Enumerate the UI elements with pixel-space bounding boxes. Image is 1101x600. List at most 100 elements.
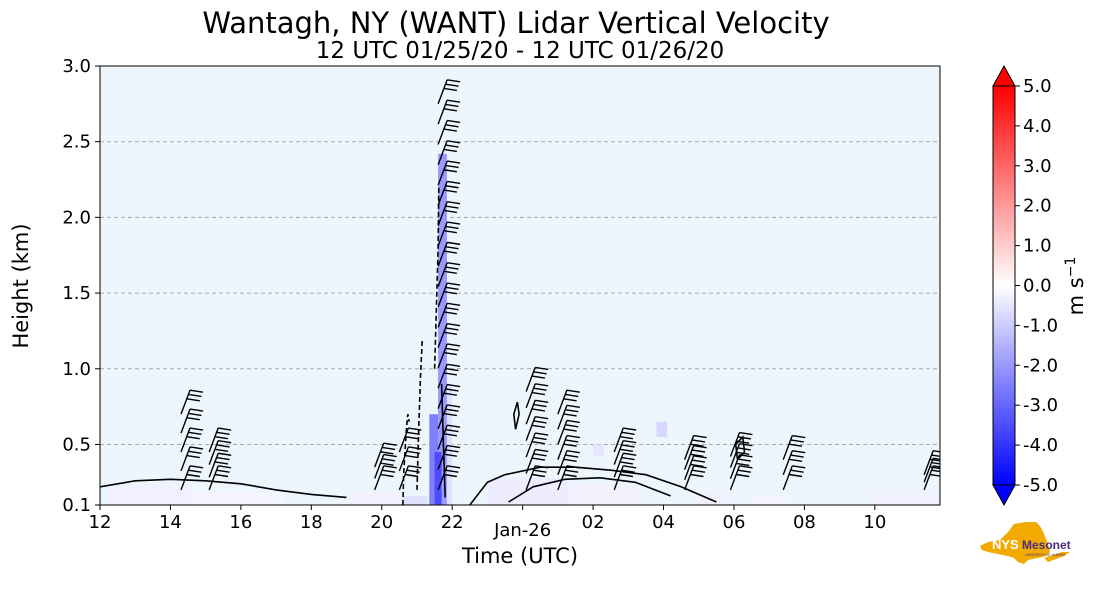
wind-barb [437, 444, 461, 470]
wind-barb [437, 363, 461, 389]
y-tick-label: 2.0 [62, 207, 91, 228]
wind-barb [683, 465, 707, 491]
colorbar-tick-label: 0.0 [1023, 276, 1052, 297]
y-tick-label: 1.0 [62, 359, 91, 380]
colorbar-label-unit: m s [1064, 277, 1088, 315]
wind-barb [525, 383, 549, 409]
colorbar-tick-label: -2.0 [1023, 355, 1058, 376]
wind-barb [437, 180, 461, 206]
plot-area-background [100, 66, 940, 505]
wind-barb [557, 389, 580, 415]
wind-barb [437, 465, 461, 491]
velocity-cell [446, 383, 453, 505]
plot-frame [99, 65, 941, 506]
wind-barb [437, 322, 461, 348]
wind-barb [208, 427, 232, 453]
wind-barb [437, 119, 461, 145]
wind-barb [782, 434, 806, 460]
x-axis-label: Time (UTC) [461, 544, 578, 568]
wind-barb [398, 427, 422, 453]
velocity-cell [346, 492, 403, 505]
wind-barb [613, 465, 637, 491]
wind-barb [374, 465, 397, 491]
contour-line [100, 478, 347, 499]
wind-barb [613, 452, 637, 478]
wind-barb [525, 448, 549, 474]
wind-barb [437, 79, 461, 105]
logo-line3: UNIVERSITY AT ALBANY [1025, 553, 1066, 557]
x-axis-ticks: 12 14 16 18 20 22 02 04 06 08 10 [89, 505, 886, 533]
colorbar-extend-min [992, 484, 1016, 507]
chart-title: Wantagh, NY (WANT) Lidar Vertical Veloci… [202, 6, 829, 40]
x-tick-label: 02 [582, 512, 605, 533]
velocity-cell [568, 483, 643, 505]
contour-line [512, 401, 520, 430]
velocity-cell [191, 492, 284, 505]
wind-barb [557, 419, 580, 445]
wind-barb [729, 431, 753, 457]
y-axis-label: Height (km) [9, 223, 33, 348]
wind-barb [374, 453, 397, 479]
colorbar-tick-label: 5.0 [1023, 76, 1052, 97]
wind-barb [437, 99, 461, 125]
wind-barb [180, 408, 204, 434]
velocity-cell [107, 483, 192, 505]
y-axis-ticks: 0.1 0.5 1.0 1.5 2.0 2.5 3.0 [62, 56, 100, 516]
colorbar-extend-max [992, 64, 1016, 87]
x-tick-label: 12 [89, 512, 112, 533]
y-tick-label: 0.5 [62, 434, 91, 455]
y-tick-label: 0.1 [62, 495, 91, 516]
colorbar-gradient [993, 86, 1015, 485]
colorbar-tick-label: -4.0 [1023, 435, 1058, 456]
velocity-cell [429, 414, 439, 505]
contour-line [416, 338, 424, 490]
colorbar-label-exponent: −1 [1063, 257, 1079, 278]
x-tick-label: 06 [723, 512, 746, 533]
wind-barb [782, 450, 806, 475]
long-island-shape [1044, 552, 1070, 562]
wind-barb [557, 404, 580, 430]
wind-barb [437, 160, 461, 186]
colorbar: -5.0 -4.0 -3.0 -2.0 -1.0 0.0 1.0 2.0 3.0 4.0 5.0 m… [992, 64, 1088, 507]
wind-barbs [180, 79, 940, 491]
x-tick-label: 16 [229, 512, 252, 533]
wind-barb [437, 282, 461, 308]
colorbar-ticks: -5.0 -4.0 -3.0 -2.0 -1.0 0.0 1.0 2.0 3.0 4.0 5.0 [1015, 76, 1058, 496]
nys-state-shape [980, 522, 1050, 564]
colorbar-tick-label: 2.0 [1023, 196, 1052, 217]
wind-barb [557, 450, 580, 475]
colorbar-tick-label: 3.0 [1023, 156, 1052, 177]
x-tick-label: 08 [793, 512, 816, 533]
x-tick-label: 04 [652, 512, 675, 533]
contour-line [508, 476, 671, 503]
wind-barb [557, 465, 580, 491]
wind-barb [374, 442, 397, 468]
logo-line2: Mesonet [1022, 538, 1071, 552]
wind-barb [782, 465, 806, 491]
wind-barb [437, 221, 461, 247]
wind-barb [208, 465, 232, 491]
wind-barb [437, 343, 461, 369]
velocity-cell [698, 489, 734, 505]
wind-barb [437, 302, 461, 328]
velocity-cell [438, 153, 447, 505]
wind-barb [437, 383, 461, 409]
velocity-contours [100, 187, 746, 505]
logo-line1: NYS [992, 537, 1019, 552]
wind-barb [398, 465, 422, 491]
wind-barb [180, 446, 204, 472]
x-tick-label: 18 [300, 512, 323, 533]
velocity-cell [593, 444, 604, 457]
grid-lines [100, 141, 940, 445]
wind-barb [180, 427, 204, 453]
y-tick-label: 2.5 [62, 132, 91, 153]
y-tick-label: 3.0 [62, 56, 91, 77]
colorbar-tick-label: -5.0 [1023, 475, 1058, 496]
wind-barb [683, 444, 707, 470]
wind-barb [525, 415, 549, 441]
wind-barb [729, 442, 753, 468]
colorbar-tick-label: 4.0 [1023, 116, 1052, 137]
wind-barb [683, 455, 707, 481]
wind-barb [208, 452, 232, 478]
